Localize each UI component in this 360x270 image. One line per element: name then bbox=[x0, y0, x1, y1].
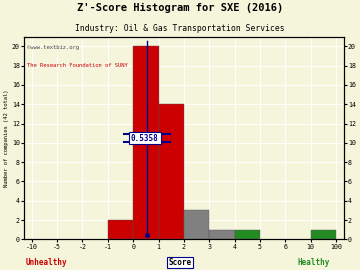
Y-axis label: Number of companies (42 total): Number of companies (42 total) bbox=[4, 89, 9, 187]
Bar bbox=[235, 230, 260, 239]
Text: Unhealthy: Unhealthy bbox=[26, 258, 68, 267]
Text: Score: Score bbox=[168, 258, 192, 267]
Bar bbox=[133, 46, 158, 239]
Bar bbox=[158, 104, 184, 239]
Text: 0.5358: 0.5358 bbox=[131, 134, 159, 143]
Bar bbox=[311, 230, 336, 239]
Text: Z'-Score Histogram for SXE (2016): Z'-Score Histogram for SXE (2016) bbox=[77, 3, 283, 13]
Bar bbox=[184, 211, 209, 239]
Text: Industry: Oil & Gas Transportation Services: Industry: Oil & Gas Transportation Servi… bbox=[75, 24, 285, 33]
Text: The Research Foundation of SUNY: The Research Foundation of SUNY bbox=[27, 63, 128, 68]
Bar bbox=[209, 230, 235, 239]
Text: Healthy: Healthy bbox=[297, 258, 329, 267]
Bar bbox=[108, 220, 133, 239]
Text: ©www.textbiz.org: ©www.textbiz.org bbox=[27, 45, 79, 50]
